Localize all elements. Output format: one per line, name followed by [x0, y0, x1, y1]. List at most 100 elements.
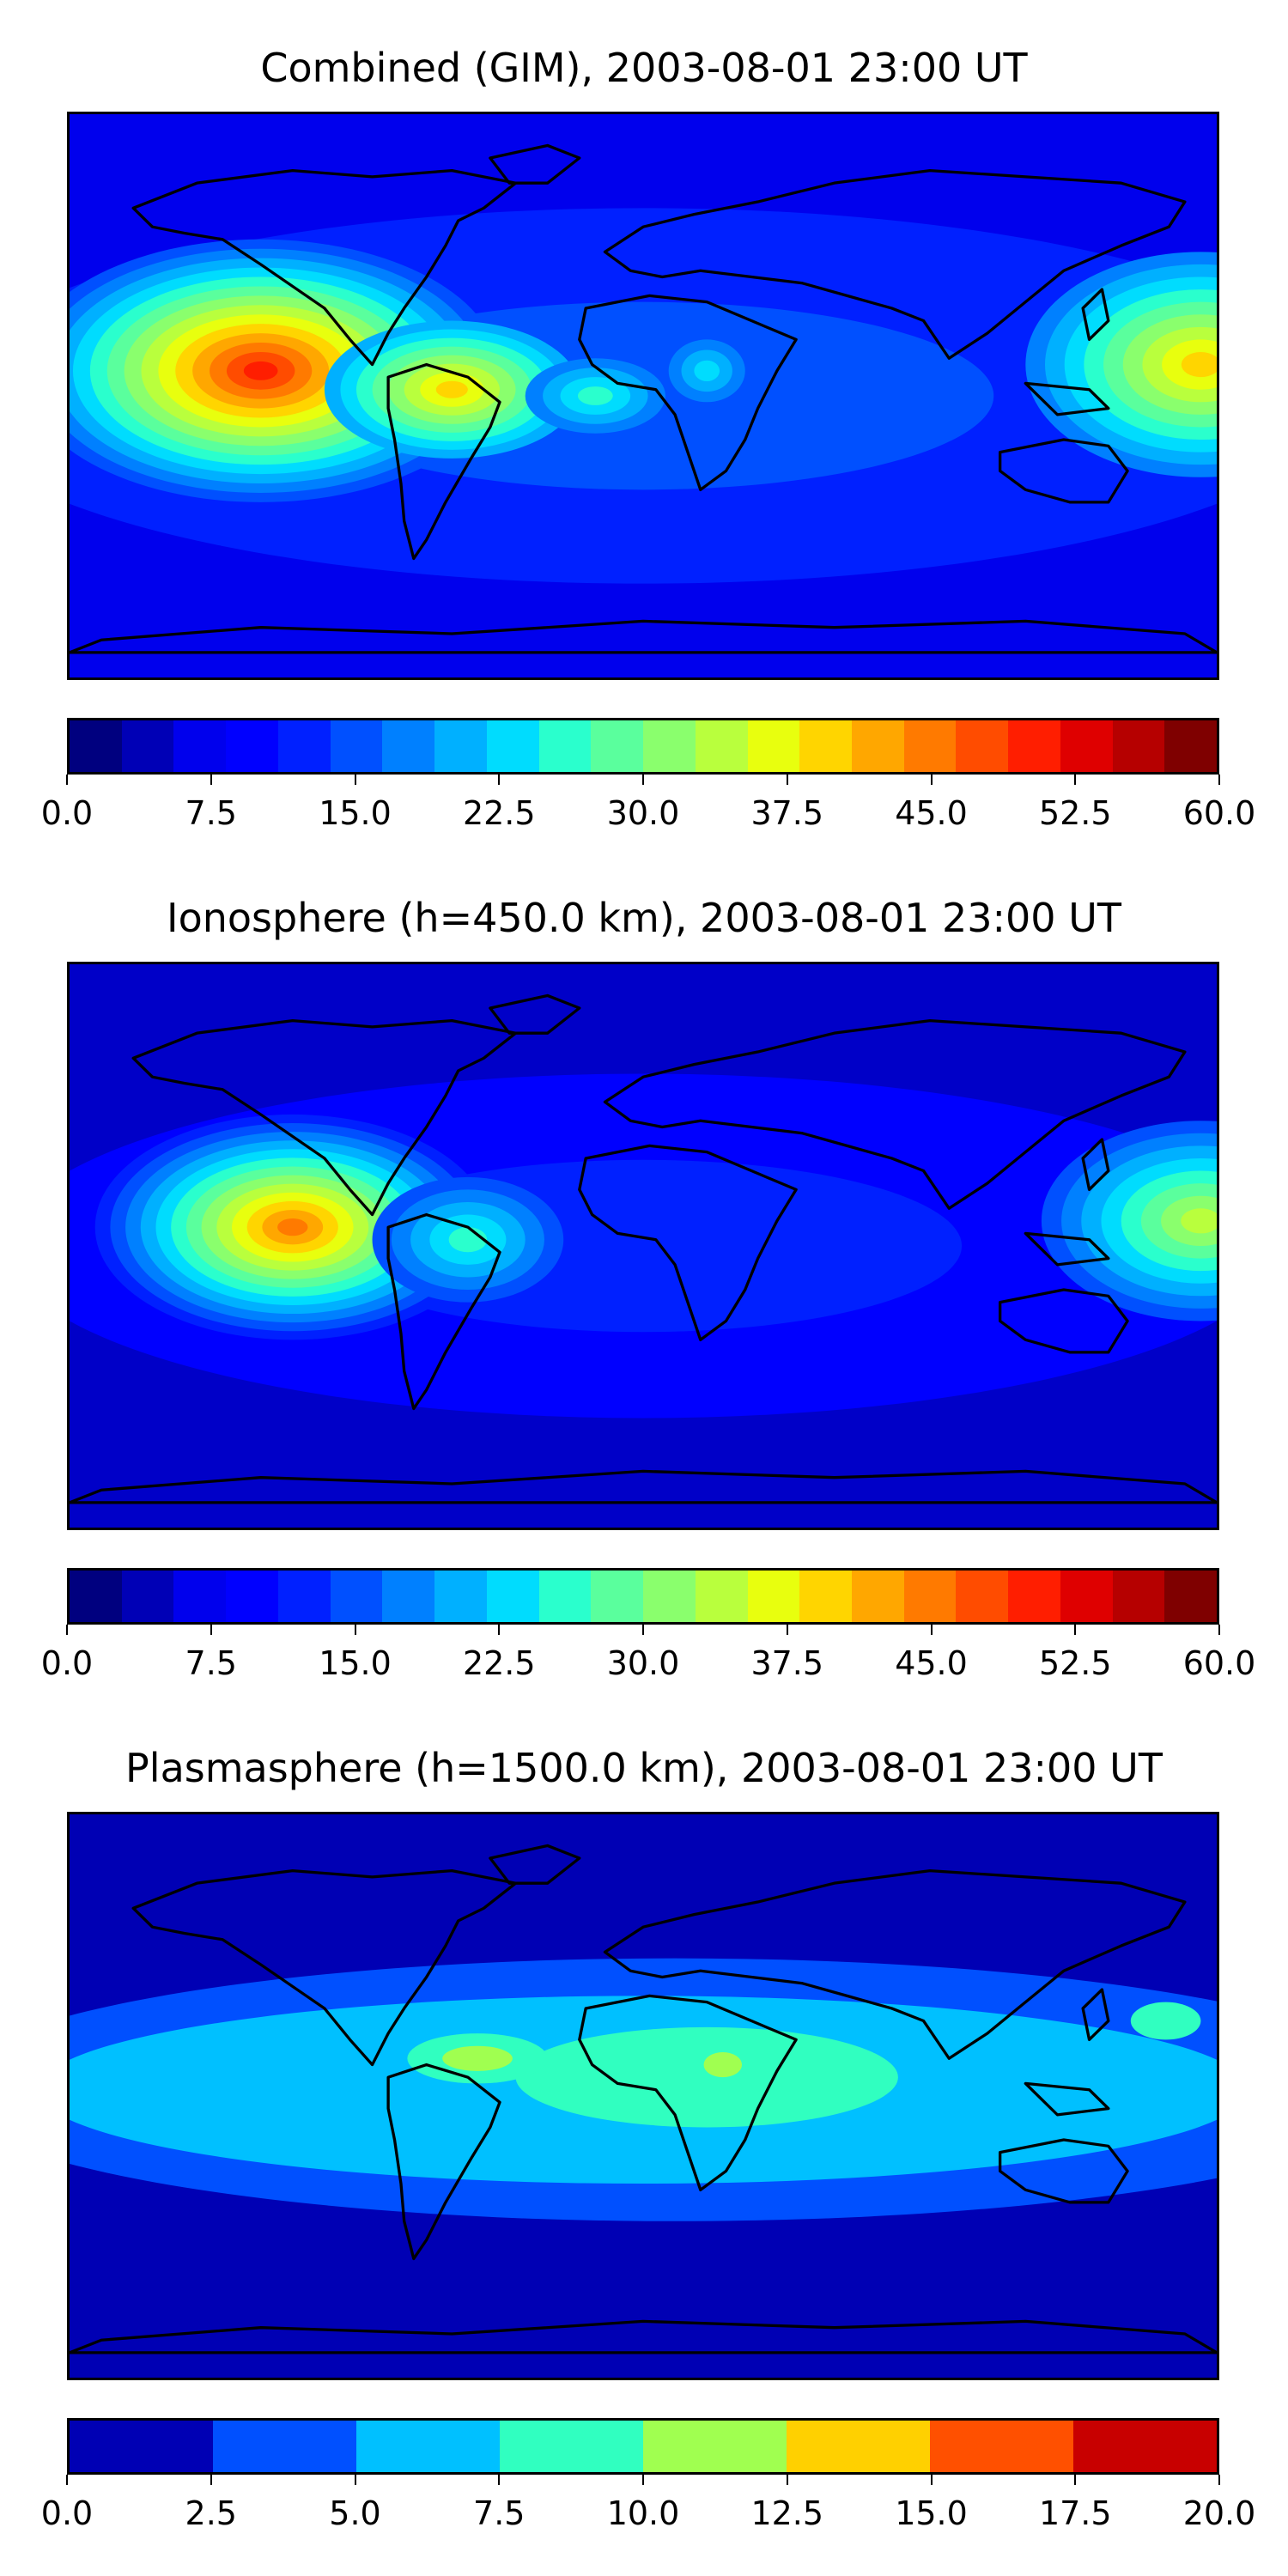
coastline — [603, 1018, 1187, 1210]
tick-label: 37.5 — [750, 794, 824, 832]
heat-contour — [577, 386, 613, 405]
colorbar-segment — [213, 2421, 356, 2472]
colorbar-segment — [695, 1571, 748, 1622]
coastline — [386, 1212, 501, 1411]
tick-label: 7.5 — [473, 2494, 526, 2532]
heat-contour — [1181, 1208, 1217, 1234]
colorbar — [67, 1568, 1219, 1625]
coastline — [578, 294, 798, 491]
colorbar-segment — [747, 1571, 800, 1622]
tick-label: 60.0 — [1182, 794, 1256, 832]
colorbar-segment — [1060, 720, 1113, 772]
tick-mark — [498, 775, 501, 785]
tick-mark — [1218, 2475, 1220, 2485]
colorbar-segment — [538, 1571, 592, 1622]
tick-mark — [210, 775, 212, 785]
tick-mark — [642, 2475, 644, 2485]
colorbar-segment — [787, 2421, 930, 2472]
colorbar-segment — [799, 720, 853, 772]
coastline — [603, 168, 1187, 360]
colorbar-segment — [930, 2421, 1073, 2472]
panel-ionosphere: Ionosphere (h=450.0 km), 2003-08-01 23:0… — [0, 850, 1288, 1709]
colorbar-segment — [173, 1571, 227, 1622]
panel-combined: Combined (GIM), 2003-08-01 23:00 UT 0.0 7… — [0, 0, 1288, 859]
heat-layer — [70, 208, 1217, 584]
colorbar-segment — [799, 1571, 853, 1622]
heat-contour — [442, 2045, 513, 2071]
colorbar-segment — [500, 2421, 643, 2472]
colorbar-segment — [70, 720, 122, 772]
tick-label: 0.0 — [40, 2494, 94, 2532]
colorbar-segment — [356, 2421, 500, 2472]
colorbar-ticks: 0.0 2.5 5.0 7.5 10.0 12.5 15.0 17.5 20.0 — [0, 2475, 1288, 2535]
coastline — [131, 168, 518, 367]
heat-contour — [515, 2026, 898, 2128]
tick-label: 60.0 — [1182, 1644, 1256, 1682]
colorbar-segment — [1008, 720, 1060, 772]
map-frame — [67, 962, 1219, 1530]
heat-contour — [243, 361, 278, 380]
colorbar-segment — [1164, 1571, 1217, 1622]
coastline — [998, 2138, 1129, 2204]
colorbar-segment — [173, 720, 227, 772]
colorbar-segment — [956, 720, 1009, 772]
colorbar-segment — [486, 720, 539, 772]
coastline-layer — [70, 1844, 1217, 2354]
colorbar-segment — [852, 1571, 904, 1622]
tick-label: 15.0 — [895, 2494, 968, 2532]
tick-label: 7.5 — [185, 1644, 237, 1682]
tick-label: 45.0 — [895, 1644, 968, 1682]
colorbar-segment — [226, 720, 278, 772]
tick-mark — [66, 1625, 68, 1635]
map-frame — [67, 1812, 1219, 2380]
coastline — [131, 1018, 518, 1217]
heat-contour — [1181, 351, 1217, 378]
tick-label: 15.0 — [319, 794, 392, 832]
coastline — [1081, 1988, 1110, 2042]
tick-label: 30.0 — [606, 794, 680, 832]
colorbar-segment — [643, 2421, 787, 2472]
tick-mark — [642, 775, 644, 785]
heat-contour — [448, 1227, 488, 1253]
tick-mark — [66, 2475, 68, 2485]
coastline — [1081, 288, 1110, 342]
heat-contour — [277, 1218, 308, 1236]
tick-mark — [930, 1625, 933, 1635]
colorbar-segment — [277, 1571, 331, 1622]
colorbar-segment — [903, 1571, 957, 1622]
tick-mark — [786, 1625, 788, 1635]
colorbar-segment — [330, 720, 383, 772]
coastline — [70, 619, 1217, 654]
tick-mark — [930, 775, 933, 785]
tick-label: 0.0 — [40, 794, 94, 832]
tick-label: 52.5 — [1038, 794, 1112, 832]
tick-label: 0.0 — [40, 1644, 94, 1682]
colorbar — [67, 2418, 1219, 2475]
map-svg — [70, 964, 1217, 1528]
coastline — [386, 362, 501, 561]
chart-title: Combined (GIM), 2003-08-01 23:00 UT — [260, 45, 1028, 91]
coastline — [386, 2063, 501, 2261]
tick-mark — [1074, 775, 1077, 785]
tick-mark — [210, 1625, 212, 1635]
colorbar-segment — [330, 1571, 383, 1622]
colorbar-segment — [591, 1571, 644, 1622]
colorbar-segment — [643, 1571, 696, 1622]
tick-label: 45.0 — [895, 794, 968, 832]
tick-label: 22.5 — [462, 794, 536, 832]
tick-mark — [354, 2475, 356, 2485]
colorbar-segment — [1164, 720, 1217, 772]
tick-mark — [786, 775, 788, 785]
colorbar-segment — [852, 720, 904, 772]
colorbar-ticks: 0.0 7.5 15.0 22.5 30.0 37.5 45.0 52.5 60.0 — [0, 1625, 1288, 1685]
tick-label: 15.0 — [319, 1644, 392, 1682]
coastline — [578, 1994, 798, 2191]
colorbar-segment — [747, 720, 800, 772]
coastline — [70, 2319, 1217, 2354]
coastline — [1024, 2081, 1110, 2117]
colorbar-segment — [695, 720, 748, 772]
chart-title: Plasmasphere (h=1500.0 km), 2003-08-01 2… — [125, 1745, 1163, 1791]
tick-mark — [642, 1625, 644, 1635]
heat-contour — [435, 380, 468, 398]
colorbar-segment — [277, 720, 331, 772]
